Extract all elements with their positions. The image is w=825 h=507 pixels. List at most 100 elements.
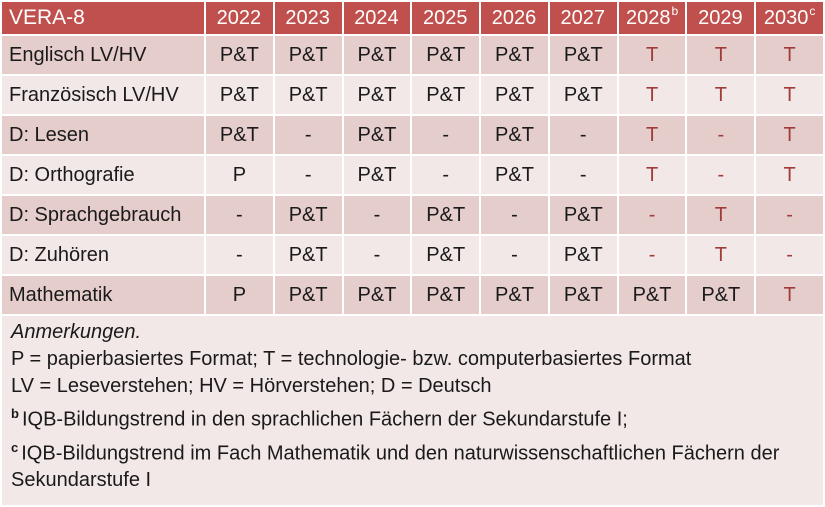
year-column-header: 2027	[549, 2, 617, 34]
table-cell: P	[206, 276, 273, 314]
row-label: D: Orthografie	[2, 156, 204, 194]
table-row: D: Orthografie P - P&T - P&T - T - T	[2, 156, 823, 194]
table-cell: -	[412, 156, 480, 194]
year-column-header: 2029	[687, 2, 755, 34]
year-column-header: 2024	[343, 2, 411, 34]
year-label: 2027	[560, 6, 606, 29]
table-cell: T	[756, 156, 823, 194]
year-label: 2025	[422, 6, 468, 29]
row-label: Mathematik	[2, 276, 204, 314]
table-cell: -	[274, 156, 342, 194]
table-cell: P&T	[412, 196, 480, 234]
table-cell: P&T	[343, 156, 411, 194]
table-cell: T	[687, 236, 755, 274]
table-cell: P&T	[687, 276, 755, 314]
table-cell: T	[756, 76, 823, 114]
year-column-header: 2025	[412, 2, 480, 34]
footnote-c-text: IQB-Bildungstrend im Fach Mathematik und…	[11, 442, 780, 492]
table-cell: P&T	[343, 36, 411, 74]
table-cell: P&T	[481, 116, 548, 154]
table-cell: P&T	[412, 236, 480, 274]
year-column-header: 2022	[206, 2, 273, 34]
table-cell: P&T	[274, 36, 342, 74]
table-cell: -	[756, 196, 823, 234]
table-cell: T	[618, 36, 686, 74]
table-cell: -	[687, 156, 755, 194]
table-cell: P&T	[343, 276, 411, 314]
table-cell: P&T	[206, 76, 273, 114]
year-label: 2028	[625, 6, 671, 29]
year-label: 2022	[216, 6, 262, 29]
row-label: Englisch LV/HV	[2, 36, 204, 74]
year-column-header: 2030 c	[756, 2, 823, 34]
table-cell: P&T	[274, 236, 342, 274]
notes-legend-format: P = papierbasiertes Format; T = technolo…	[11, 348, 692, 370]
table-cell: -	[481, 236, 548, 274]
table-cell: P&T	[274, 276, 342, 314]
table-cell: P	[206, 156, 273, 194]
table-cell: P&T	[549, 36, 617, 74]
year-column-header: 2026	[481, 2, 548, 34]
table-cell: -	[206, 236, 273, 274]
table-cell: P&T	[549, 276, 617, 314]
table-cell: -	[274, 116, 342, 154]
year-label: 2030	[763, 6, 809, 29]
row-label: Französisch LV/HV	[2, 76, 204, 114]
table-cell: P&T	[274, 76, 342, 114]
table-cell: P&T	[481, 276, 548, 314]
footnote-c: c IQB-Bildungstrend im Fach Mathematik un…	[11, 434, 814, 495]
table-row: D: Lesen P&T - P&T - P&T - T - T	[2, 116, 823, 154]
table-title-cell: VERA-8	[2, 2, 204, 34]
table-cell: P&T	[618, 276, 686, 314]
table-row: D: Sprachgebrauch - P&T - P&T - P&T - T …	[2, 196, 823, 234]
table-cell: -	[549, 156, 617, 194]
year-label: 2029	[698, 6, 743, 29]
table-cell: T	[618, 76, 686, 114]
year-superscript: b	[671, 4, 679, 18]
row-label: D: Zuhören	[2, 236, 204, 274]
table-header-row: VERA-8 2022 2023 2024 2025 2026 2027 202…	[2, 2, 823, 34]
table-cell: P&T	[343, 116, 411, 154]
row-label: D: Lesen	[2, 116, 204, 154]
table-cell: P&T	[206, 116, 273, 154]
table-row: D: Zuhören - P&T - P&T - P&T - T -	[2, 236, 823, 274]
table-cell: -	[549, 116, 617, 154]
table-cell: P&T	[481, 36, 548, 74]
table-cell: -	[343, 196, 411, 234]
notes-block: Anmerkungen. P = papierbasiertes Format;…	[2, 316, 823, 505]
table-cell: T	[618, 116, 686, 154]
footnote-b: b IQB-Bildungstrend in den sprachlichen F…	[11, 400, 814, 434]
table-cell: T	[756, 116, 823, 154]
table-cell: -	[481, 196, 548, 234]
year-label: 2023	[285, 6, 330, 29]
table-cell: P&T	[412, 276, 480, 314]
year-column-header: 2023	[274, 2, 342, 34]
table-cell: -	[756, 236, 823, 274]
year-label: 2026	[491, 6, 537, 29]
table-cell: P&T	[549, 196, 617, 234]
year-column-header: 2028 b	[618, 2, 686, 34]
table-cell: T	[687, 36, 755, 74]
table-cell: P&T	[412, 76, 480, 114]
table-cell: -	[206, 196, 273, 234]
table-cell: -	[618, 196, 686, 234]
table-cell: P&T	[412, 36, 480, 74]
table-cell: P&T	[549, 76, 617, 114]
table-title: VERA-8	[9, 6, 85, 29]
table-cell: T	[756, 276, 823, 314]
table-cell: -	[412, 116, 480, 154]
table-cell: T	[687, 76, 755, 114]
notes-legend-abbrev: LV = Leseverstehen; HV = Hörverstehen; D…	[11, 375, 492, 397]
table-cell: P&T	[206, 36, 273, 74]
footnote-b-text: IQB-Bildungstrend in den sprachlichen Fä…	[21, 408, 628, 431]
table-cell: P&T	[481, 156, 548, 194]
table-row: Mathematik P P&T P&T P&T P&T P&T P&T P&T…	[2, 276, 823, 314]
table-cell: P&T	[274, 196, 342, 234]
table-cell: P&T	[343, 76, 411, 114]
table-cell: -	[618, 236, 686, 274]
footnote-b-marker: b	[11, 406, 19, 421]
row-label: D: Sprachgebrauch	[2, 196, 204, 234]
year-label: 2024	[354, 6, 399, 29]
table-cell: -	[343, 236, 411, 274]
